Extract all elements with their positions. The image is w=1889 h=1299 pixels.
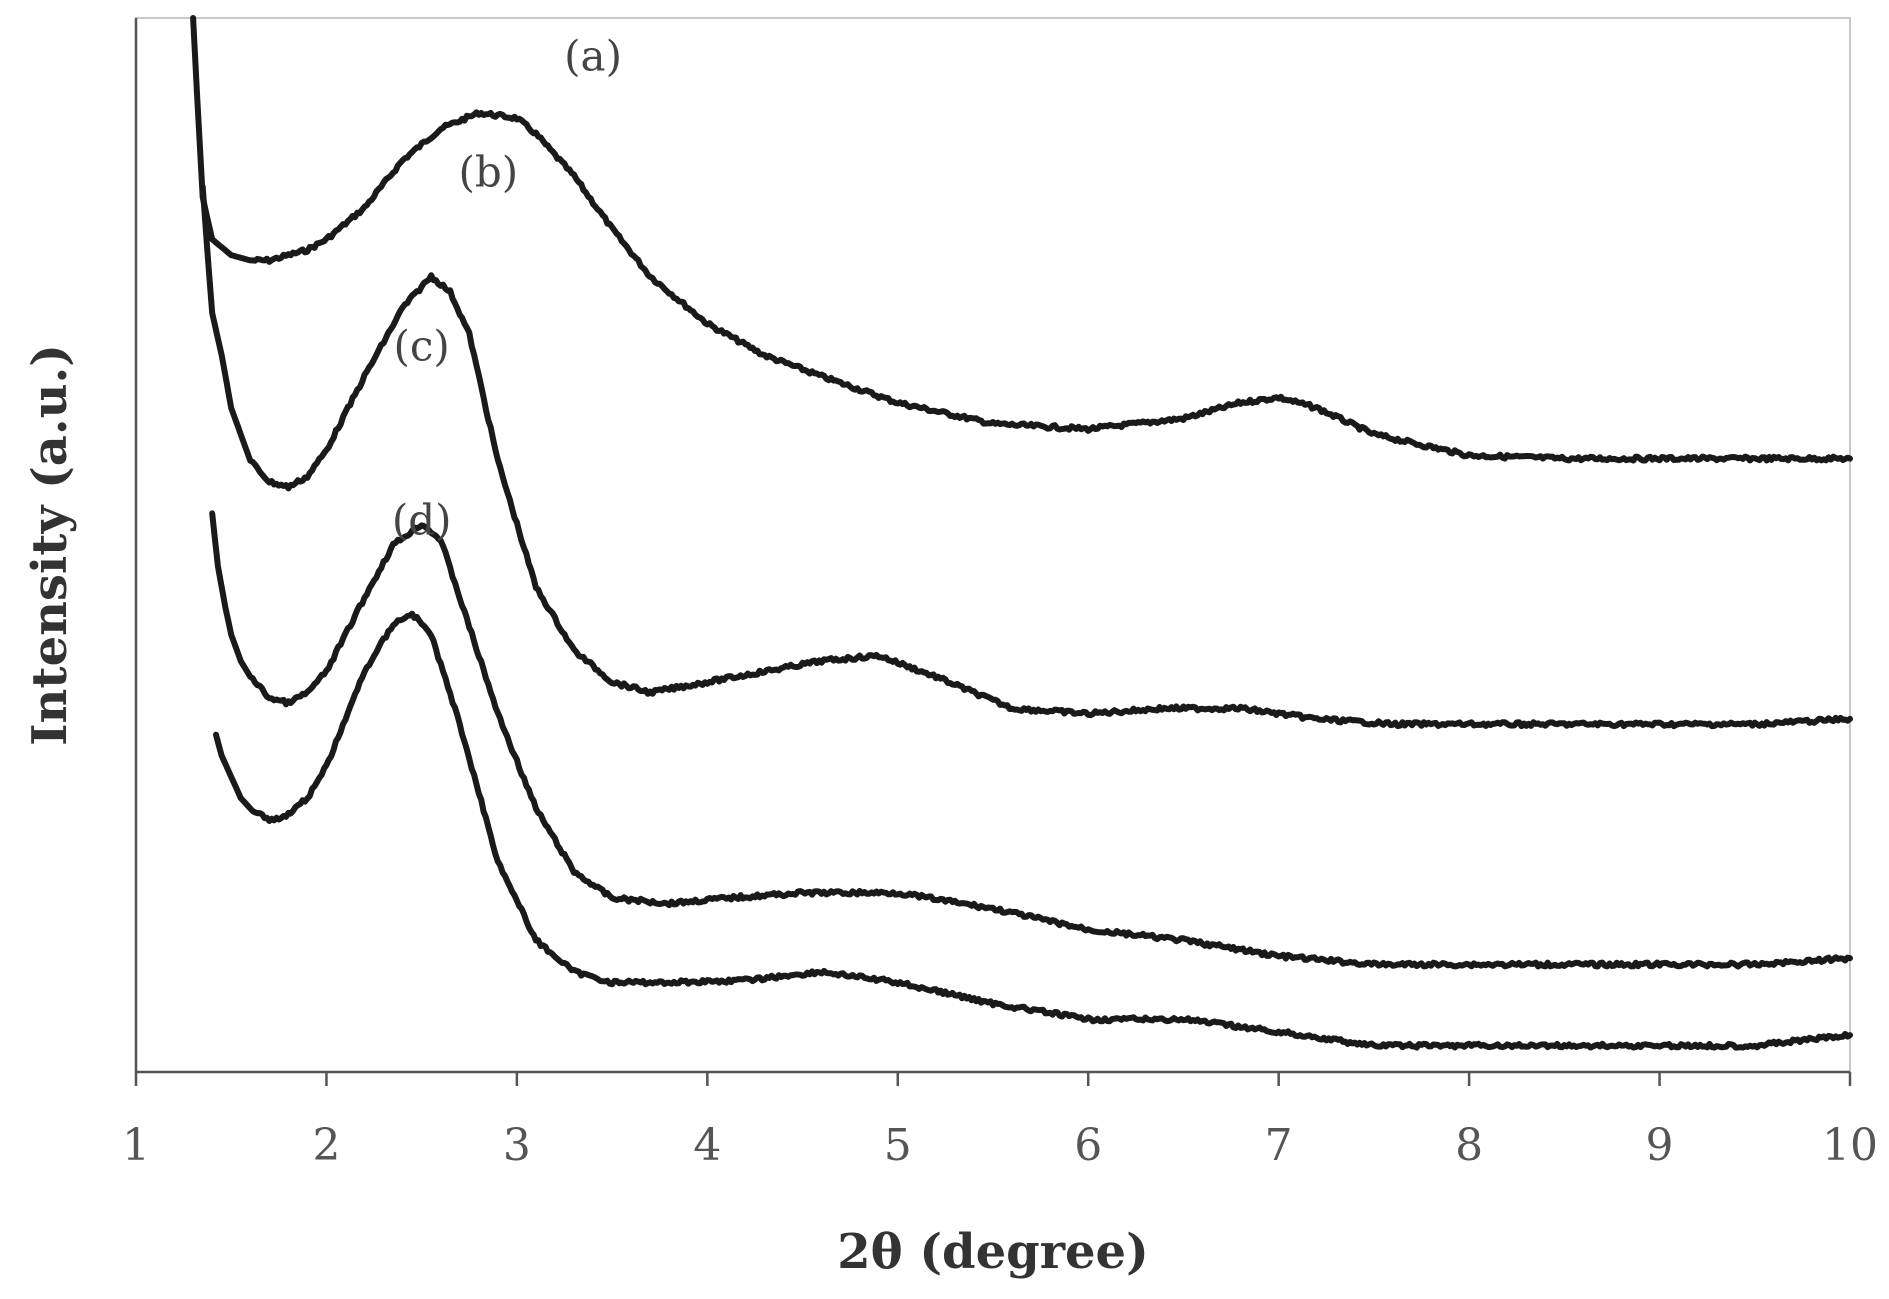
series-line-d xyxy=(213,610,1853,1051)
x-axis-title: 2θ (degree) xyxy=(837,1224,1149,1280)
series-line-c xyxy=(209,510,1853,970)
x-tick-label: 8 xyxy=(1455,1120,1483,1171)
x-tick-label: 10 xyxy=(1822,1120,1878,1171)
x-tick-label: 2 xyxy=(312,1120,340,1171)
series-label-d: (d) xyxy=(392,495,452,544)
x-tick-label: 7 xyxy=(1265,1120,1293,1171)
y-axis-title: Intensity (a.u.) xyxy=(22,344,78,746)
x-tick-label: 6 xyxy=(1074,1120,1102,1171)
x-tick-label: 3 xyxy=(503,1120,531,1171)
x-tick-label: 1 xyxy=(122,1120,150,1171)
series-labels: (a) (b) (c) (d) xyxy=(392,32,622,545)
series-line-a xyxy=(190,15,1853,464)
x-axis-ticks: 1 2 3 4 5 6 7 8 9 10 xyxy=(122,1072,1878,1171)
series-line-b xyxy=(199,183,1853,730)
series-label-b: (b) xyxy=(458,148,518,197)
series-label-a: (a) xyxy=(564,32,622,81)
series-group xyxy=(190,15,1853,1051)
x-tick-label: 4 xyxy=(693,1120,721,1171)
x-tick-label: 9 xyxy=(1646,1120,1674,1171)
series-label-c: (c) xyxy=(394,322,450,371)
x-tick-label: 5 xyxy=(884,1120,912,1171)
